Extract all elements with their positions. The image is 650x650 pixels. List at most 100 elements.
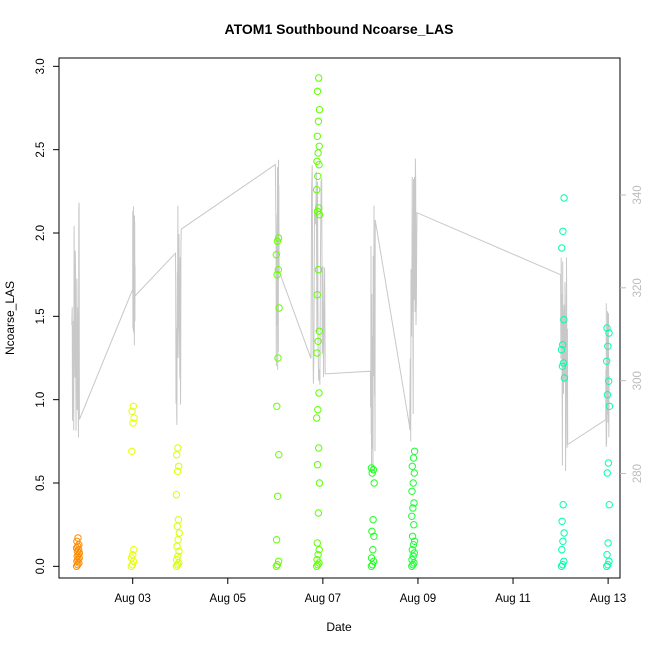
secondary-series-line — [71, 158, 610, 474]
data-point — [174, 552, 182, 560]
data-point — [559, 537, 567, 545]
data-point — [604, 459, 613, 467]
data-point — [409, 541, 418, 549]
data-point — [75, 559, 83, 567]
data-point — [410, 499, 418, 507]
y2-tick-label: 320 — [632, 278, 644, 297]
data-point — [559, 341, 567, 349]
y2-tick-label: 300 — [632, 371, 644, 390]
data-point — [314, 406, 322, 414]
y-tick-label: 2.5 — [35, 142, 47, 158]
data-point — [560, 557, 568, 565]
data-point — [313, 87, 322, 96]
data-point — [370, 479, 378, 487]
data-point — [272, 251, 280, 259]
data-point — [409, 479, 417, 487]
data-point — [603, 469, 611, 477]
data-point — [175, 529, 184, 537]
data-point — [557, 346, 566, 354]
data-point — [315, 204, 323, 212]
data-point — [370, 532, 378, 540]
data-point — [175, 462, 183, 470]
data-point — [74, 561, 82, 569]
data-point — [558, 362, 567, 370]
data-point — [315, 106, 324, 114]
y-axis-right: 280 300 320 340 — [620, 185, 644, 483]
data-point — [559, 359, 568, 367]
data-point — [367, 464, 376, 472]
y-tick-label: 1.5 — [35, 308, 47, 324]
data-point — [558, 546, 566, 554]
data-point — [605, 329, 613, 337]
y2-tick-label: 340 — [632, 185, 644, 204]
data-point — [130, 414, 138, 422]
y-tick-label: 0.0 — [35, 558, 47, 574]
data-point — [273, 271, 281, 279]
data-point — [605, 402, 614, 410]
data-point — [560, 374, 569, 382]
data-point — [273, 402, 281, 410]
data-point — [275, 451, 283, 459]
data-point — [128, 407, 136, 415]
data-point — [314, 509, 323, 517]
y-tick-label: 0.5 — [35, 475, 47, 491]
x-tick-label: Aug 05 — [210, 593, 246, 605]
data-point — [274, 234, 283, 242]
data-point — [315, 74, 323, 82]
y-tick-label: 3.0 — [35, 58, 47, 74]
data-point — [73, 547, 82, 555]
data-point — [408, 487, 416, 495]
data-point — [408, 462, 416, 470]
data-point — [367, 554, 376, 562]
data-point — [173, 467, 182, 475]
x-axis: Aug 03 Aug 05 Aug 07 Aug 09 Aug 11 Aug 13 — [114, 578, 626, 605]
data-point — [410, 521, 418, 529]
data-point — [313, 556, 321, 564]
data-point — [130, 546, 138, 554]
data-point — [315, 546, 323, 554]
data-point — [605, 557, 613, 565]
data-point — [314, 117, 323, 126]
x-tick-label: Aug 11 — [495, 593, 531, 605]
data-point — [129, 402, 138, 410]
data-point — [274, 266, 282, 274]
data-point — [604, 561, 612, 569]
data-point — [175, 547, 183, 555]
data-point — [173, 561, 182, 569]
data-point — [560, 194, 568, 202]
data-point — [559, 227, 567, 236]
data-point — [275, 304, 283, 312]
data-point — [558, 244, 566, 252]
data-point — [274, 492, 282, 500]
y2-tick-label: 280 — [632, 464, 644, 483]
y-tick-label: 1.0 — [35, 392, 47, 408]
data-point — [273, 237, 282, 246]
data-point — [313, 207, 322, 216]
data-point — [313, 157, 321, 166]
data-point — [409, 561, 417, 569]
data-point — [174, 444, 182, 452]
chart-title: ATOM1 Southbound Ncoarse_LAS — [225, 21, 454, 37]
data-point — [172, 491, 181, 499]
data-point — [559, 501, 567, 509]
data-point — [74, 542, 82, 550]
data-point — [314, 551, 322, 559]
plot-frame — [58, 57, 621, 579]
data-point — [408, 512, 416, 520]
x-axis-label: Date — [326, 620, 352, 634]
data-point — [74, 546, 83, 554]
x-tick-label: Aug 03 — [114, 593, 150, 605]
data-point — [313, 414, 321, 422]
data-point — [313, 349, 321, 357]
data-point — [408, 556, 416, 564]
data-point — [129, 419, 137, 427]
data-point — [603, 551, 611, 559]
data-point — [74, 551, 83, 559]
data-points — [72, 74, 614, 570]
data-point — [314, 337, 322, 345]
data-point — [75, 554, 83, 562]
x-tick-label: Aug 09 — [400, 593, 436, 605]
data-point — [127, 554, 136, 562]
data-point — [559, 561, 567, 569]
